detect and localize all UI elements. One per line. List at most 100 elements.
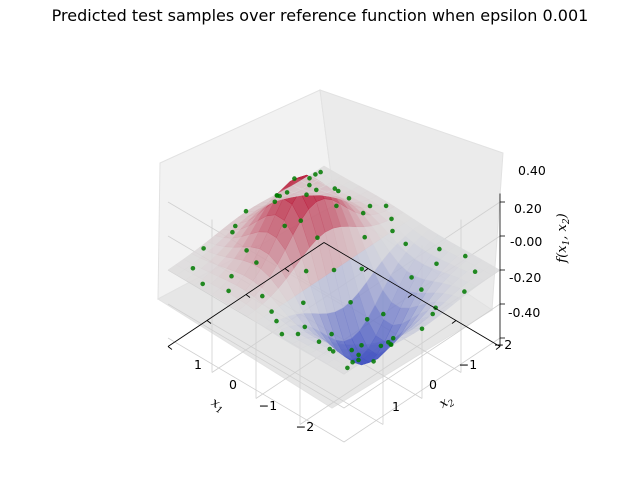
scatter-point [331, 267, 337, 273]
scatter-point [419, 326, 425, 332]
scatter-point [292, 176, 297, 181]
scatter-point [302, 324, 308, 330]
z-axis-label: f(x1, x2) [555, 213, 572, 263]
x1-axis-label: x1 [207, 395, 227, 416]
scatter-point [307, 176, 312, 181]
scatter-points [190, 169, 478, 371]
x1-tick: 1 [194, 357, 202, 372]
z-tick: 0.20 [514, 201, 542, 216]
scatter-point [226, 288, 231, 294]
x2-tick-mark [284, 268, 290, 272]
scatter-point [334, 203, 339, 209]
scatter-point [336, 188, 341, 194]
grid-line [167, 337, 501, 443]
scatter-point [381, 311, 386, 317]
scatter-point [430, 311, 436, 317]
scatter-point [462, 289, 467, 294]
axis-lines [167, 193, 505, 350]
scatter-point [284, 190, 290, 195]
scatter-point [359, 266, 365, 272]
scatter-point [307, 182, 312, 188]
scatter-point [201, 246, 206, 251]
scatter-point [244, 248, 249, 253]
scatter-point [318, 169, 323, 175]
scatter-point [360, 210, 366, 216]
scatter-point [332, 186, 338, 191]
scatter-point [378, 343, 384, 349]
scatter-point [295, 331, 301, 337]
scatter-point [329, 331, 334, 337]
scatter-point [349, 347, 355, 353]
scatter-point [348, 300, 353, 305]
scatter-point [272, 199, 278, 205]
surface [167, 165, 501, 375]
scatter-point [383, 203, 389, 209]
x2-tick: 0 [429, 377, 437, 392]
scatter-point [298, 218, 304, 223]
z-tick: -0.20 [509, 270, 541, 285]
scatter-point [356, 352, 361, 358]
scatter-point [371, 359, 376, 364]
scatter-point [279, 331, 285, 337]
z-tick: -0.40 [508, 305, 540, 320]
x2-tick-mark [245, 294, 251, 298]
scatter-point [233, 223, 238, 229]
scatter-point [315, 235, 320, 240]
scatter-point [269, 309, 274, 314]
x2-tick-mark [167, 346, 173, 350]
scatter-point [330, 349, 336, 354]
scatter-point [437, 246, 442, 252]
scatter-point [303, 268, 309, 274]
scatter-point [463, 253, 468, 259]
scatter-point [254, 260, 259, 265]
scatter-point [260, 293, 265, 299]
scatter-point [345, 365, 350, 371]
scatter-point [346, 196, 352, 201]
scatter-point [304, 192, 309, 197]
x1-tick: −2 [296, 419, 314, 434]
scatter-point [314, 187, 319, 193]
grid-line [167, 303, 501, 409]
x1-tick-mark [363, 268, 369, 272]
z-tick: 0.40 [518, 163, 546, 178]
scatter-point [350, 359, 355, 365]
chart-title: Predicted test samples over reference fu… [51, 6, 589, 25]
scatter-point [390, 335, 396, 341]
x1-tick: −1 [259, 398, 277, 413]
x2-axis-label: x2 [437, 392, 457, 413]
scatter-point [390, 228, 395, 234]
scatter-point [403, 241, 409, 247]
scatter-point [274, 318, 279, 324]
x1-tick-mark [495, 346, 501, 350]
scatter-point [243, 208, 249, 214]
scatter-point [282, 223, 288, 229]
x1-tick-mark [407, 294, 413, 298]
x1-tick-mark [451, 320, 457, 324]
x1-tick: 0 [229, 377, 237, 392]
z-tick: -0.00 [510, 234, 542, 249]
scatter-point [388, 342, 394, 347]
scatter-point [356, 357, 361, 363]
scatter-point [359, 343, 364, 348]
x2-tick: −2 [494, 337, 512, 352]
scatter-point [190, 266, 196, 271]
scatter-point [409, 275, 414, 280]
scatter-point [327, 346, 333, 352]
scatter-point [316, 339, 322, 345]
scatter-point [364, 317, 370, 322]
scatter-point [434, 261, 439, 267]
scatter-point [472, 269, 478, 275]
scatter-point [301, 300, 306, 306]
x2-tick-mark [206, 320, 212, 324]
scatter-point [229, 273, 234, 279]
scatter-point [362, 234, 368, 240]
scatter-point [230, 229, 235, 235]
scatter-point [274, 193, 280, 198]
scatter-point [389, 216, 394, 222]
scatter-point [419, 287, 424, 292]
scatter-point [200, 281, 205, 287]
x2-tick: 1 [392, 399, 400, 414]
x2-tick: −1 [459, 357, 477, 372]
